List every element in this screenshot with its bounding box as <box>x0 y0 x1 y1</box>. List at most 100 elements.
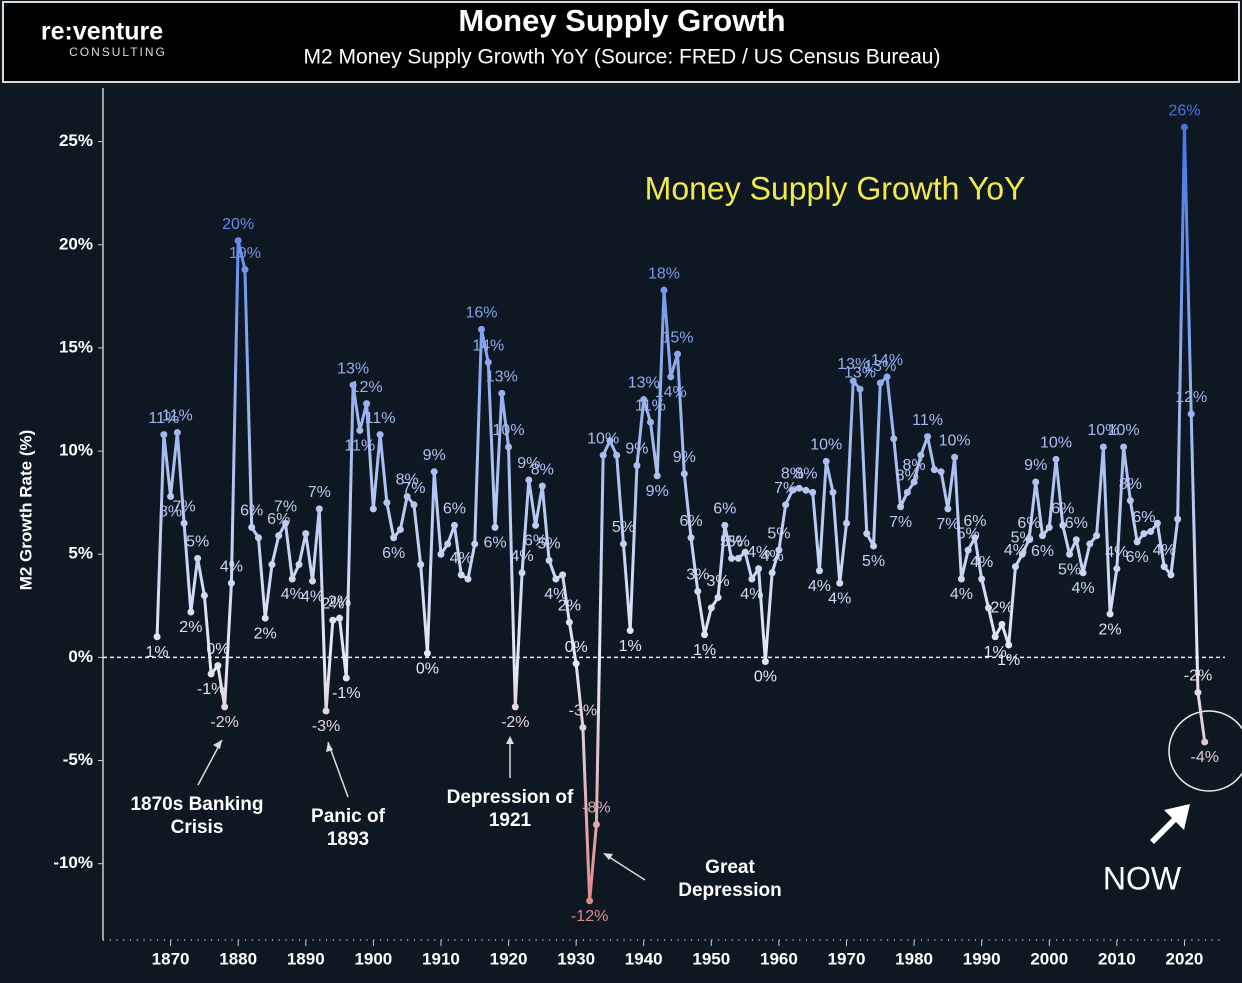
point <box>734 554 742 562</box>
value-label: 10% <box>1108 422 1140 439</box>
value-label: 5% <box>727 534 750 551</box>
point <box>930 466 938 474</box>
value-label: 2% <box>254 625 277 642</box>
point <box>849 377 857 385</box>
x-tick-label: 2010 <box>1098 949 1136 968</box>
point <box>315 505 323 513</box>
point <box>1045 523 1053 531</box>
point <box>1032 478 1040 486</box>
value-label: 2% <box>990 600 1013 617</box>
value-label: 11% <box>912 412 943 429</box>
point <box>714 594 722 602</box>
point <box>937 468 945 476</box>
annotation: 1921 <box>489 810 532 831</box>
value-label: 26% <box>1168 102 1200 119</box>
value-label: 13% <box>864 358 896 375</box>
value-label: 7% <box>274 499 297 516</box>
point <box>1005 641 1013 649</box>
x-tick-label: 1940 <box>625 949 663 968</box>
value-label: -3% <box>312 718 340 735</box>
point <box>363 400 371 408</box>
value-label: -4% <box>1190 749 1218 766</box>
point <box>329 616 337 624</box>
point <box>1106 610 1114 618</box>
value-label: 9% <box>673 449 696 466</box>
value-label: 10% <box>1087 422 1119 439</box>
value-label: 10% <box>810 437 842 454</box>
y-tick-label: 25% <box>59 131 93 150</box>
value-label: 0% <box>416 660 439 677</box>
point <box>1174 515 1182 523</box>
point <box>200 591 208 599</box>
value-label: -2% <box>1184 668 1212 685</box>
point <box>721 521 729 529</box>
value-label: 7% <box>308 484 331 501</box>
value-label: 4% <box>1105 544 1128 561</box>
point <box>410 501 418 509</box>
point <box>1153 519 1161 527</box>
value-label: 4% <box>1071 580 1094 597</box>
point <box>450 521 458 529</box>
point <box>302 530 310 538</box>
value-label: 6% <box>713 501 736 518</box>
point <box>971 534 979 542</box>
logo-sub: CONSULTING <box>69 45 167 59</box>
value-label: 4% <box>740 586 763 603</box>
value-label: 19% <box>229 245 261 262</box>
now-arrow <box>1150 804 1190 844</box>
point <box>1133 538 1141 546</box>
point <box>572 660 580 668</box>
value-label: 5% <box>612 519 635 536</box>
point <box>369 505 377 513</box>
annotation-arrow <box>326 742 333 752</box>
value-label: 9% <box>646 483 669 500</box>
point <box>1113 565 1121 573</box>
y-tick-label: 0% <box>68 647 93 666</box>
point <box>586 897 594 905</box>
value-label: 6% <box>963 513 986 530</box>
annotation: Depression of <box>447 787 574 808</box>
value-label: 11% <box>344 438 375 455</box>
point <box>863 530 871 538</box>
annotation: Depression <box>678 880 781 901</box>
point <box>897 503 905 511</box>
value-label: 6% <box>1126 549 1149 566</box>
point <box>836 579 844 587</box>
value-label: 11% <box>635 397 666 414</box>
value-label: 1% <box>146 644 169 661</box>
value-label: 6% <box>1065 515 1088 532</box>
point <box>1039 532 1047 540</box>
x-tick-label: 1960 <box>760 949 798 968</box>
point <box>417 561 425 569</box>
annotation-now: NOW <box>1103 860 1182 896</box>
point <box>1011 563 1019 571</box>
chart-title: Money Supply Growth <box>458 3 785 38</box>
point <box>768 569 776 577</box>
point <box>842 519 850 527</box>
y-axis-label: M2 Growth Rate (%) <box>16 430 35 591</box>
value-label: 8% <box>1119 476 1142 493</box>
point <box>606 437 614 445</box>
value-label: -1% <box>332 685 360 702</box>
x-tick-label: 1870 <box>152 949 190 968</box>
point <box>755 565 763 573</box>
point <box>1018 550 1026 558</box>
point <box>1120 443 1128 451</box>
value-label: -12% <box>571 908 608 925</box>
value-label: 16% <box>465 305 497 322</box>
annotation-arrow <box>603 853 613 860</box>
value-label: 8% <box>159 504 182 521</box>
point <box>1167 571 1175 579</box>
point <box>281 519 289 527</box>
x-tick-label: 1970 <box>828 949 866 968</box>
point <box>910 478 918 486</box>
point <box>775 546 783 554</box>
point <box>1180 123 1188 131</box>
value-label: 2% <box>1099 621 1122 638</box>
value-label: 4% <box>828 590 851 607</box>
value-label: 7% <box>936 516 959 533</box>
value-label: 1% <box>619 638 642 655</box>
point <box>383 499 391 507</box>
point <box>471 540 479 548</box>
point <box>646 418 654 426</box>
